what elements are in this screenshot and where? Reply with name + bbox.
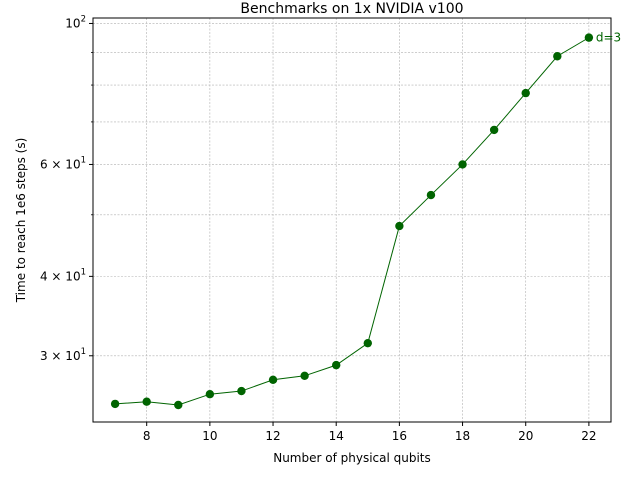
chart-title: Benchmarks on 1x NVIDIA v100 — [240, 1, 463, 17]
x-tick-label: 20 — [518, 429, 533, 443]
x-axis-ticks: 8 10 12 14 16 18 20 22 — [143, 422, 597, 443]
x-axis-label: Number of physical qubits — [273, 451, 431, 465]
x-tick-label: 18 — [455, 429, 470, 443]
x-tick-label: 12 — [265, 429, 280, 443]
data-point — [395, 221, 404, 231]
y-tick-label: 3 × 101 — [40, 347, 86, 363]
grid-layer — [93, 18, 611, 422]
y-tick-label: 102 — [65, 14, 86, 30]
data-point — [553, 52, 562, 61]
x-tick-label: 14 — [329, 429, 344, 443]
data-point — [521, 88, 530, 98]
data-point — [363, 338, 372, 348]
data-point — [237, 386, 246, 396]
data-point — [332, 360, 341, 370]
x-tick-label: 8 — [143, 429, 151, 443]
data-point — [205, 390, 215, 399]
data-point — [268, 375, 278, 384]
y-axis-label: Time to reach 1e6 steps (s) — [14, 138, 28, 304]
y-tick-label: 4 × 101 — [40, 267, 86, 283]
data-point — [489, 125, 499, 135]
y-tick-label: 6 × 101 — [40, 155, 86, 171]
series-end-label: d=3 — [596, 31, 621, 45]
data-point — [584, 33, 594, 42]
series-line — [115, 37, 590, 406]
y-axis-ticks: 3 × 101 4 × 101 6 × 101 102 — [40, 14, 93, 363]
data-point — [458, 160, 467, 169]
plot-area-frame — [92, 17, 612, 423]
series-layer: d=3 — [110, 31, 621, 410]
data-point — [110, 399, 120, 409]
data-point — [142, 397, 151, 406]
x-tick-label: 22 — [581, 429, 596, 443]
data-point — [426, 190, 436, 200]
x-tick-label: 10 — [202, 429, 217, 443]
data-point — [174, 400, 183, 410]
data-point — [300, 371, 309, 381]
x-tick-label: 16 — [392, 429, 407, 443]
